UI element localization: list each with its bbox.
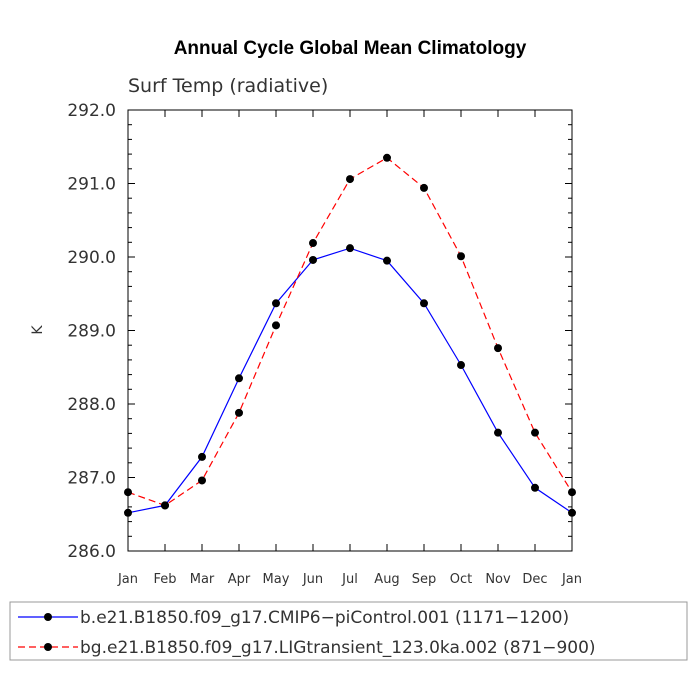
series-2-point xyxy=(346,175,354,184)
series-1-point xyxy=(383,256,391,265)
series-2-point xyxy=(420,183,428,192)
x-tick-label: Oct xyxy=(450,572,472,587)
series-1-point xyxy=(457,361,465,370)
x-tick-label: Apr xyxy=(228,572,251,587)
y-tick-label: 286.0 xyxy=(67,542,116,562)
series-1-point xyxy=(346,244,354,253)
series-2-point xyxy=(161,501,169,510)
series-1-point xyxy=(198,452,206,461)
series-1-point xyxy=(235,374,243,383)
series-1-point xyxy=(272,299,280,308)
legend-box xyxy=(9,601,688,661)
series-1-point xyxy=(568,508,576,517)
y-axis-label: K xyxy=(30,325,46,335)
x-tick-label: Jun xyxy=(302,572,323,587)
y-tick-label: 290.0 xyxy=(67,248,116,268)
series-2-point xyxy=(272,321,280,330)
series-1-point xyxy=(124,508,132,517)
x-tick-label: Feb xyxy=(153,572,176,587)
x-tick-label: May xyxy=(263,572,290,587)
x-tick-label: Mar xyxy=(190,572,215,587)
y-tick-label: 291.0 xyxy=(67,175,116,195)
legend-marker-2 xyxy=(44,643,52,651)
series-layer xyxy=(124,153,576,517)
y-tick-label: 287.0 xyxy=(67,469,116,489)
series-2-point xyxy=(568,488,576,497)
series-1-point xyxy=(309,255,317,264)
x-tick-label: Aug xyxy=(374,572,399,587)
legend: b.e21.B1850.f09_g17.CMIP6−piControl.001 … xyxy=(18,608,596,658)
y-tick-label: 292.0 xyxy=(67,101,116,121)
x-tick-label: Jan xyxy=(117,572,138,587)
series-line-2 xyxy=(127,157,573,507)
legend-label-2: bg.e21.B1850.f09_g17.LIGtransient_123.0k… xyxy=(80,638,596,658)
x-tick-label: Nov xyxy=(485,572,511,587)
series-2-point xyxy=(124,488,132,497)
series-1-point xyxy=(420,299,428,308)
series-2-point xyxy=(383,153,391,162)
x-tick-label: Sep xyxy=(412,572,437,587)
chart-title: Annual Cycle Global Mean Climatology xyxy=(174,38,527,59)
series-2-point xyxy=(309,239,317,248)
legend-label-1: b.e21.B1850.f09_g17.CMIP6−piControl.001 … xyxy=(80,608,569,628)
y-tick-label: 289.0 xyxy=(67,322,116,342)
axes-ticks xyxy=(127,109,573,552)
x-tick-label: Dec xyxy=(522,572,547,587)
series-2-point xyxy=(494,344,502,353)
chart-subtitle: Surf Temp (radiative) xyxy=(128,75,328,97)
series-1-point xyxy=(531,483,539,492)
series-line-1 xyxy=(127,247,573,514)
series-2-point xyxy=(531,428,539,437)
y-tick-labels: 286.0 287.0 288.0 289.0 290.0 291.0 292.0 xyxy=(67,101,116,562)
series-2-point xyxy=(235,408,243,417)
x-tick-label: Jul xyxy=(341,572,358,587)
x-tick-labels: Jan Feb Mar Apr May Jun Jul Aug Sep Oct Nov Dec Jan xyxy=(117,572,582,587)
y-tick-label: 288.0 xyxy=(67,395,116,415)
x-tick-label: Jan xyxy=(561,572,582,587)
series-2-point xyxy=(198,476,206,485)
legend-marker-1 xyxy=(44,613,52,621)
series-2-point xyxy=(457,252,465,261)
series-1-point xyxy=(494,428,502,437)
